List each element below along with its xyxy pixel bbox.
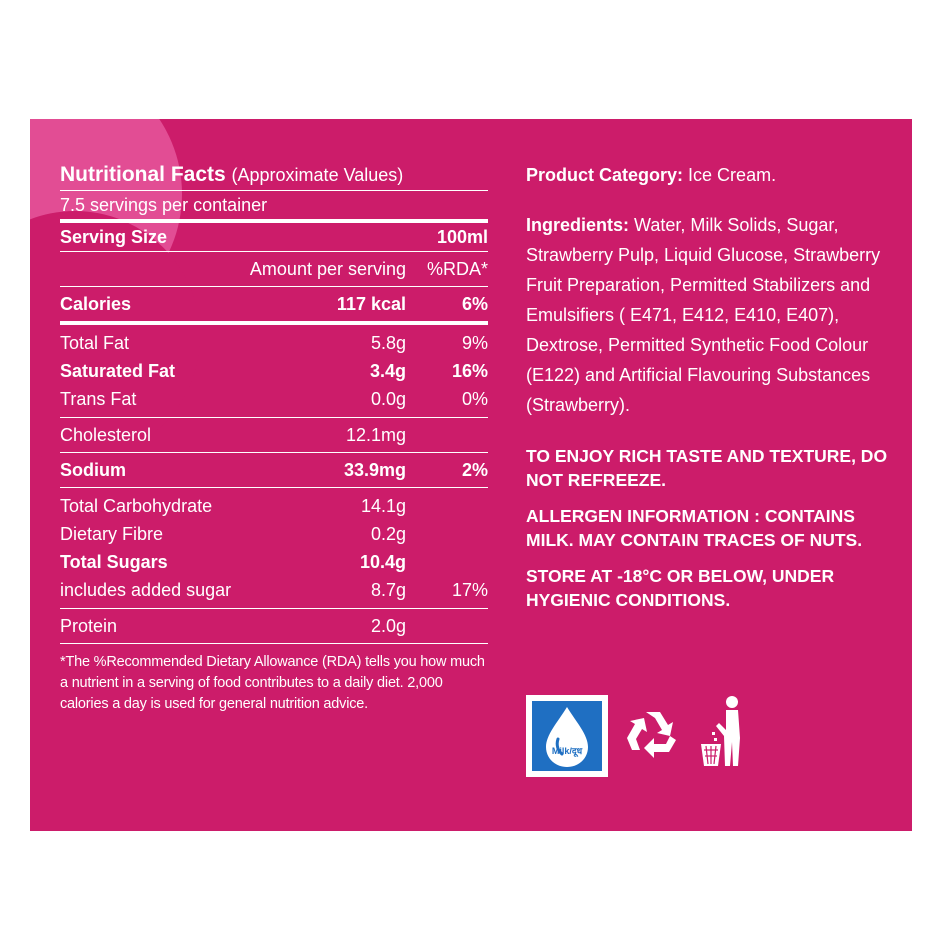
milk-drop-icon: Milk/दूध [526,695,608,777]
product-info: Product Category: Ice Cream. Ingredients… [526,160,896,612]
servings-per-container: 7.5 servings per container [60,194,268,215]
recycle-icon [624,706,682,769]
rda-footnote: *The %Recommended Dietary Allowance (RDA… [60,654,485,712]
allergen-notice: ALLERGEN INFORMATION : CONTAINS MILK. MA… [526,506,863,550]
label-panel: Nutritional Facts (Approximate Values) 7… [30,119,912,831]
milk-label: Milk/दूध [551,746,583,756]
total-sugars-row: Total Sugars 10.4g [60,551,406,572]
dispose-in-bin-icon [698,694,754,773]
column-header-row: Amount per serving %RDA* [249,258,488,279]
storage-notice: STORE AT -18°C OR BELOW, UNDER HYGIENIC … [526,566,835,610]
added-sugar-row: includes added sugar 8.7g 17% [60,579,488,600]
refreeze-notice: TO ENJOY RICH TASTE AND TEXTURE, DO NOT … [526,446,888,490]
dietary-fibre-row: Dietary Fibre 0.2g [60,523,406,544]
trans-fat-row: Trans Fat 0.0g 0% [60,388,488,409]
sodium-row: Sodium 33.9mg 2% [60,459,488,480]
nutrition-title: Nutritional Facts (Approximate Values) [60,163,404,186]
nutrition-facts-table: Nutritional Facts (Approximate Values) 7… [60,160,488,715]
symbol-row: Milk/दूध [526,694,754,777]
calories-row: Calories 117 kcal 6% [60,293,488,314]
saturated-fat-row: Saturated Fat 3.4g 16% [60,360,488,381]
protein-row: Protein 2.0g [60,615,406,636]
product-category: Product Category: Ice Cream. [526,165,777,185]
ingredients: Ingredients: Water, Milk Solids, Sugar, … [526,215,881,415]
total-carbohydrate-row: Total Carbohydrate 14.1g [60,495,406,516]
serving-size-row: Serving Size 100ml [60,226,488,247]
total-fat-row: Total Fat 5.8g 9% [60,332,488,353]
cholesterol-row: Cholesterol 12.1mg [60,424,406,445]
